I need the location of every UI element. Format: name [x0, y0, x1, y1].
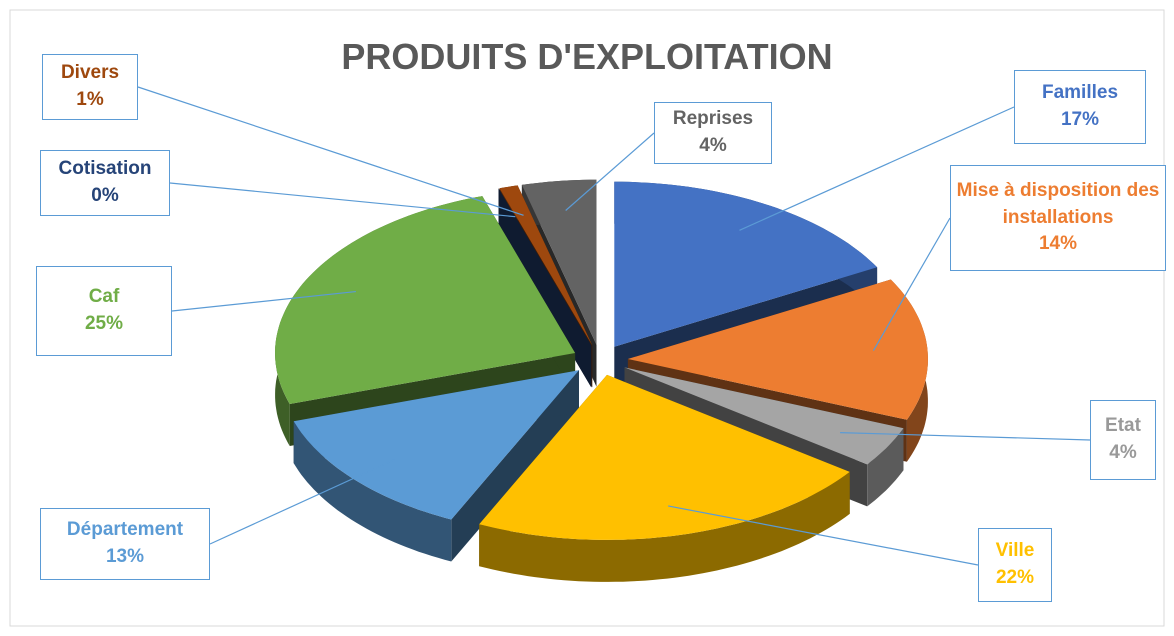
data-label: Reprises 4%: [654, 102, 772, 164]
value-label: 1%: [76, 89, 104, 110]
slice-side: [867, 428, 904, 507]
value-label: 25%: [84, 313, 124, 334]
data-label: Caf 25%: [36, 266, 172, 356]
category-label: Reprises: [672, 108, 754, 130]
data-label: Etat 4%: [1090, 400, 1156, 480]
value-label: 13%: [105, 546, 145, 567]
slice: [624, 367, 904, 465]
leader-line: [169, 182, 516, 218]
slice: [293, 370, 579, 562]
leader-line: [739, 106, 1015, 231]
data-label: Département 13%: [40, 508, 210, 580]
slice: [479, 374, 850, 582]
category-label: Familles: [1041, 82, 1119, 104]
category-label: Caf: [88, 286, 120, 308]
data-label: Ville 22%: [978, 528, 1052, 602]
leader-line: [668, 505, 979, 566]
slice: [499, 185, 593, 346]
category-label: Cotisation: [58, 158, 152, 180]
slice: [614, 181, 878, 347]
category-label: Mise à disposition des installations: [956, 180, 1160, 228]
category-label: Etat: [1105, 415, 1141, 437]
slice: [479, 374, 850, 540]
value-label: 17%: [1060, 109, 1100, 130]
data-label: Familles 17%: [1014, 70, 1146, 144]
category-label: Divers: [60, 62, 120, 84]
leader-line: [565, 132, 655, 211]
slice-side: [479, 471, 850, 582]
slice-side: [498, 188, 592, 388]
leader-line: [209, 459, 395, 545]
leader-line: [872, 217, 951, 351]
slice: [521, 179, 597, 345]
slice: [275, 196, 576, 404]
slice: [293, 370, 579, 520]
pie: [275, 179, 928, 582]
category-label: Ville: [995, 540, 1035, 562]
leader-line: [137, 86, 524, 216]
value-label: 22%: [995, 567, 1035, 588]
leader-line: [840, 432, 1091, 441]
value-label: 4%: [1109, 442, 1137, 463]
leader-line: [171, 290, 356, 312]
slice-side: [293, 421, 452, 562]
slice: [627, 279, 928, 420]
chart-title: PRODUITS D'EXPLOITATION: [341, 36, 833, 77]
slice-side: [451, 370, 579, 562]
slice: [498, 188, 592, 388]
data-label: Divers 1%: [42, 54, 138, 120]
data-label: Mise à disposition des installations 14%: [950, 165, 1166, 271]
category-label: Département: [66, 519, 184, 541]
value-label: 0%: [91, 185, 119, 206]
data-label: Cotisation 0%: [40, 150, 170, 216]
value-label: 4%: [699, 135, 727, 156]
value-label: 14%: [1038, 233, 1078, 255]
